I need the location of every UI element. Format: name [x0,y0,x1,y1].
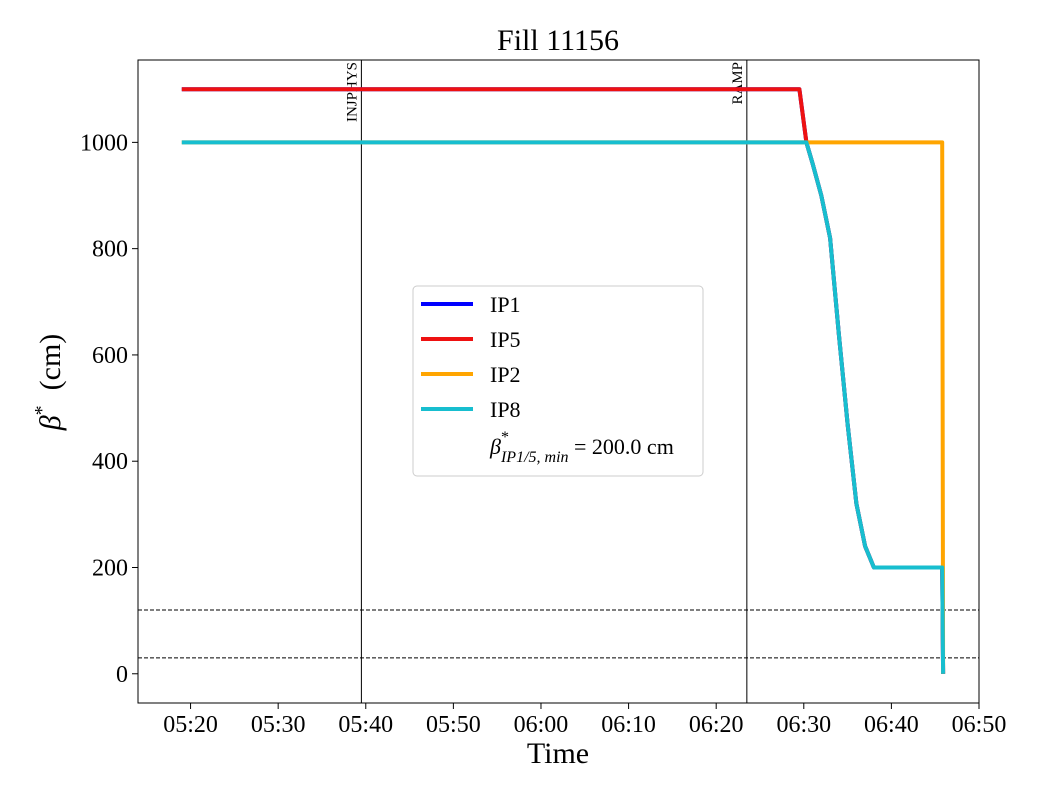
x-axis-title: Time [527,737,589,770]
y-tick-label: 800 [92,237,128,263]
x-tick-label: 06:50 [952,712,1007,738]
legend-label-beta-min: β* IP1/5, min = 200.0 cm [489,429,674,466]
legend: IP1 IP5 IP2 IP8 β* IP1/5, min = 200.0 cm [412,285,704,477]
legend-frame [412,285,704,477]
chart-title: Fill 11156 [497,24,619,57]
legend-label-ip8: IP8 [490,397,521,422]
y-tick-label: 0 [116,662,128,688]
legend-label-ip2: IP2 [490,362,521,387]
x-tick-label: 05:50 [426,712,481,738]
plot-area-frame [137,59,980,704]
x-tick-label: 05:20 [163,712,218,738]
event-label: RAMP [730,62,746,105]
x-tick-label: 06:40 [864,712,919,738]
legend-label-ip5: IP5 [490,327,521,352]
x-tick-label: 06:00 [514,712,569,738]
x-tick-label: 05:40 [338,712,393,738]
x-tick-label: 05:30 [251,712,306,738]
event-label: INJPHYS [344,62,360,122]
x-tick-label: 06:30 [776,712,831,738]
y-axis-title: β* (cm) [31,334,67,432]
legend-label-ip1: IP1 [490,292,521,317]
y-tick-label: 600 [92,343,128,369]
x-tick-label: 06:20 [689,712,744,738]
x-tick-label: 06:10 [601,712,656,738]
series-line-ip8 [181,140,946,674]
y-tick-label: 400 [92,449,128,475]
y-tick-label: 1000 [80,130,128,156]
y-tick-label: 200 [92,555,128,581]
